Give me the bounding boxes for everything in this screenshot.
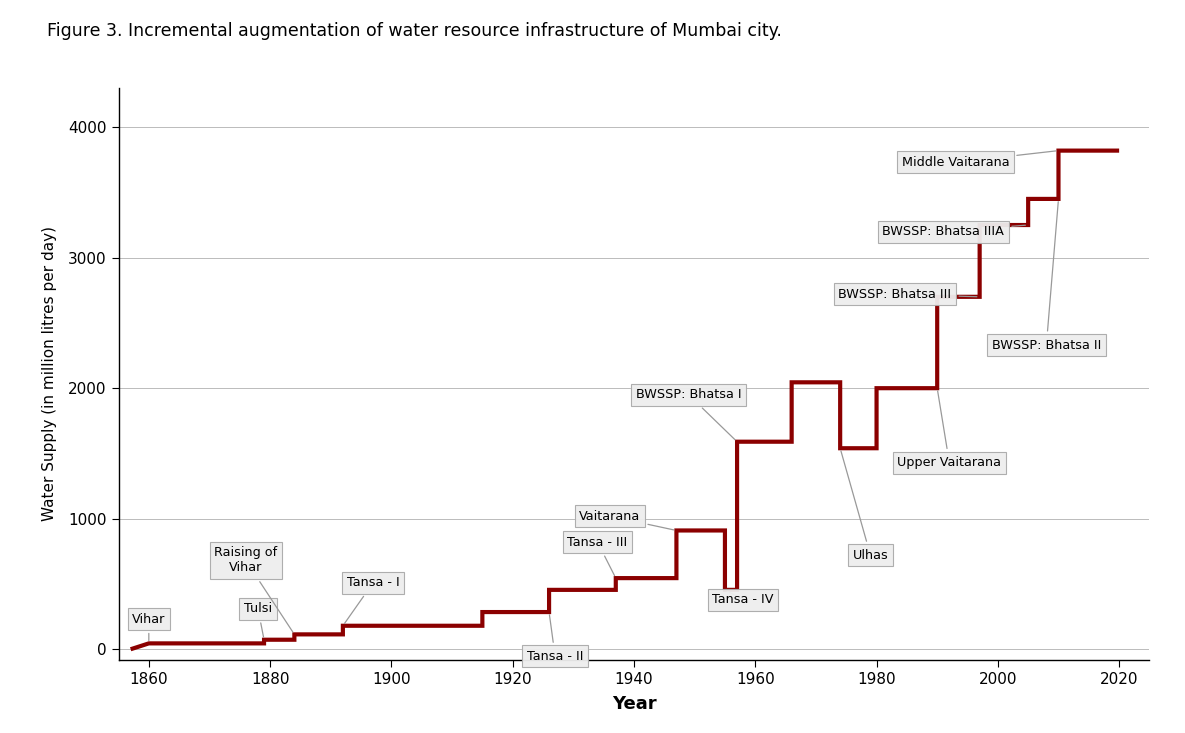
Text: BWSSP: Bhatsa IIIA: BWSSP: Bhatsa IIIA [883, 225, 1025, 238]
Text: Tulsi: Tulsi [244, 603, 273, 637]
Text: Vihar: Vihar [133, 613, 166, 641]
Text: BWSSP: Bhatsa I: BWSSP: Bhatsa I [635, 388, 742, 440]
Text: Upper Vaitarana: Upper Vaitarana [897, 391, 1001, 469]
Text: Ulhas: Ulhas [841, 451, 889, 561]
Text: Figure 3. Incremental augmentation of water resource infrastructure of Mumbai ci: Figure 3. Incremental augmentation of wa… [47, 22, 782, 40]
Text: BWSSP: Bhatsa II: BWSSP: Bhatsa II [992, 202, 1101, 352]
Text: Tansa - II: Tansa - II [527, 615, 583, 663]
Text: Tansa - I: Tansa - I [345, 576, 399, 624]
Text: BWSSP: Bhatsa III: BWSSP: Bhatsa III [838, 288, 976, 301]
Text: Middle Vaitarana: Middle Vaitarana [902, 151, 1056, 169]
X-axis label: Year: Year [611, 695, 656, 712]
Text: Tansa - III: Tansa - III [568, 536, 628, 575]
Text: Vaitarana: Vaitarana [579, 509, 674, 530]
Y-axis label: Water Supply (in million litres per day): Water Supply (in million litres per day) [41, 226, 57, 521]
Text: Raising of
Vihar: Raising of Vihar [214, 547, 293, 632]
Text: Tansa - IV: Tansa - IV [712, 592, 774, 606]
